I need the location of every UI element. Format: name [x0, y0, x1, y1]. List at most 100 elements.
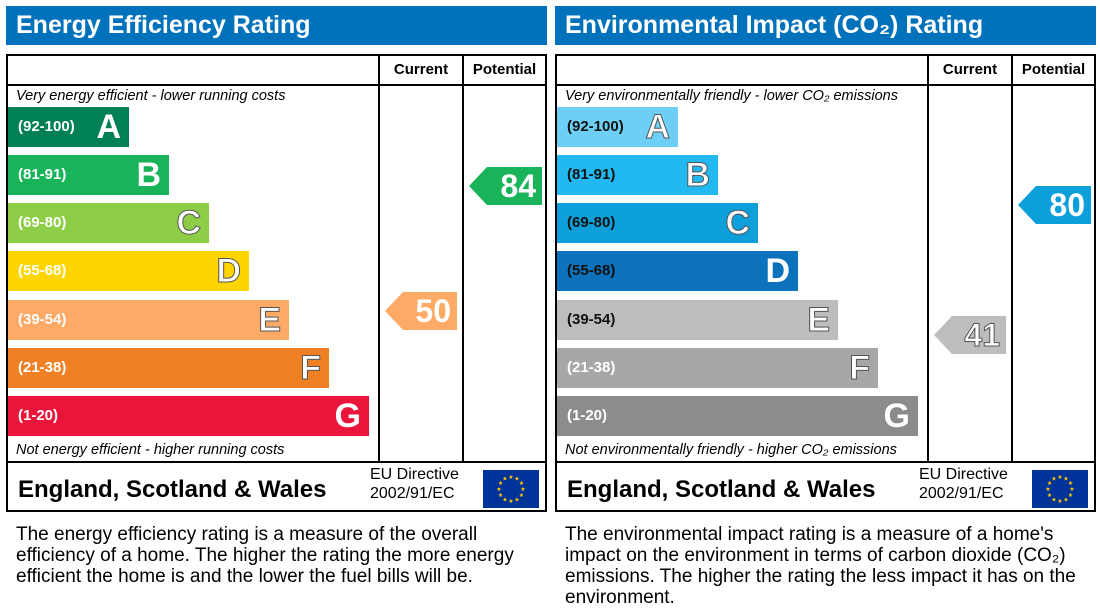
divider	[462, 56, 464, 463]
svg-text:★: ★	[519, 492, 524, 499]
current-column-header: Current	[942, 61, 998, 78]
band-f: (21-38) F	[557, 348, 878, 388]
svg-text:★: ★	[1063, 476, 1068, 483]
description: The environmental impact rating is a mea…	[565, 524, 1076, 608]
svg-text:★: ★	[498, 480, 503, 487]
svg-text:★: ★	[1063, 496, 1068, 503]
band-range: (1-20)	[567, 407, 608, 424]
band-letter: B	[685, 156, 711, 195]
top-note: Very energy efficient - lower running co…	[16, 88, 286, 104]
environmental-panel: Environmental Impact (CO₂) Rating Curren…	[555, 6, 1096, 612]
band-range: (21-38)	[567, 359, 616, 376]
directive-line1: EU Directive	[370, 466, 459, 483]
svg-text:★: ★	[1068, 480, 1073, 487]
band-range: (69-80)	[18, 214, 67, 231]
svg-text:★: ★	[1068, 492, 1073, 499]
band-letter: C	[725, 204, 751, 243]
potential-rating-arrow: 84	[469, 167, 542, 205]
svg-text:★: ★	[514, 476, 519, 483]
band-letter: A	[96, 108, 121, 146]
band-letter: B	[136, 156, 161, 194]
current-rating-arrow: 50	[385, 292, 457, 330]
band-range: (55-68)	[18, 262, 67, 279]
panel-title: Energy Efficiency Rating	[6, 6, 547, 45]
directive-line2: 2002/91/EC	[370, 485, 455, 502]
svg-text:★: ★	[1047, 492, 1052, 499]
band-letter: E	[258, 301, 282, 340]
divider	[557, 461, 1094, 463]
svg-text:★: ★	[520, 486, 525, 493]
band-range: (39-54)	[18, 311, 67, 328]
band-range: (81-91)	[567, 166, 616, 183]
svg-text:★: ★	[498, 492, 503, 499]
potential-column-header: Potential	[472, 61, 537, 78]
svg-text:★: ★	[1057, 498, 1062, 505]
directive-line2: 2002/91/EC	[919, 485, 1004, 502]
svg-text:★: ★	[508, 498, 513, 505]
svg-text:★: ★	[508, 474, 513, 481]
band-letter: F	[849, 349, 871, 388]
band-letter: G	[334, 397, 361, 435]
bottom-note: Not energy efficient - higher running co…	[16, 442, 285, 458]
region-label: England, Scotland & Wales	[18, 476, 327, 503]
energy-panel: Energy Efficiency Rating Current Potenti…	[6, 6, 547, 612]
svg-text:★: ★	[502, 476, 507, 483]
band-letter: E	[807, 301, 831, 340]
band-e: (39-54) E	[557, 300, 838, 340]
band-letter: D	[216, 252, 242, 291]
eu-flag-icon: ★★★★★★★★★ ★ ★★	[1032, 470, 1088, 508]
band-range: (69-80)	[567, 214, 616, 231]
divider	[8, 84, 545, 86]
band-a: (92-100) A	[557, 107, 678, 147]
band-letter: G	[883, 397, 910, 435]
rating-table: Current Potential Very energy efficient …	[6, 54, 547, 512]
eu-directive: EU Directive 2002/91/EC	[919, 465, 1008, 503]
band-a: (92-100) A	[8, 107, 129, 147]
band-e: (39-54) E	[8, 300, 289, 340]
region-label: England, Scotland & Wales	[567, 476, 876, 503]
divider	[1011, 56, 1013, 463]
svg-text:★: ★	[1069, 486, 1074, 493]
svg-text:★: ★	[1047, 480, 1052, 487]
divider	[378, 56, 380, 463]
band-b: (81-91) B	[8, 155, 169, 195]
band-c: (69-80) C	[8, 203, 209, 243]
directive-line1: EU Directive	[919, 466, 1008, 483]
svg-text:★: ★	[496, 486, 501, 493]
potential-rating-arrow: 80	[1018, 186, 1091, 224]
band-range: (92-100)	[567, 118, 624, 135]
svg-text:★: ★	[514, 496, 519, 503]
band-letter: F	[300, 349, 322, 388]
band-range: (1-20)	[18, 407, 59, 424]
band-range: (21-38)	[18, 359, 67, 376]
svg-text:★: ★	[1057, 474, 1062, 481]
svg-text:★: ★	[519, 480, 524, 487]
band-range: (92-100)	[18, 118, 75, 135]
bottom-note: Not environmentally friendly - higher CO…	[565, 442, 897, 458]
band-letter: C	[176, 204, 202, 243]
band-range: (39-54)	[567, 311, 616, 328]
divider	[8, 461, 545, 463]
band-g: (1-20) G	[8, 396, 369, 436]
potential-column-header: Potential	[1021, 61, 1086, 78]
eu-directive: EU Directive 2002/91/EC	[370, 465, 459, 503]
band-range: (81-91)	[18, 166, 67, 183]
current-column-header: Current	[393, 61, 449, 78]
svg-text:★: ★	[1051, 476, 1056, 483]
description: The energy efficiency rating is a measur…	[16, 524, 514, 587]
divider	[927, 56, 929, 463]
svg-text:★: ★	[1051, 496, 1056, 503]
band-g: (1-20) G	[557, 396, 918, 436]
top-note: Very environmentally friendly - lower CO…	[565, 88, 898, 104]
band-letter: A	[645, 108, 671, 147]
band-letter: D	[765, 252, 790, 290]
band-d: (55-68) D	[557, 251, 798, 291]
current-rating-arrow: 41	[934, 316, 1006, 354]
band-range: (55-68)	[567, 262, 616, 279]
band-b: (81-91) B	[557, 155, 718, 195]
rating-table: Current Potential Very environmentally f…	[555, 54, 1096, 512]
band-f: (21-38) F	[8, 348, 329, 388]
svg-text:★: ★	[502, 496, 507, 503]
band-d: (55-68) D	[8, 251, 249, 291]
band-c: (69-80) C	[557, 203, 758, 243]
